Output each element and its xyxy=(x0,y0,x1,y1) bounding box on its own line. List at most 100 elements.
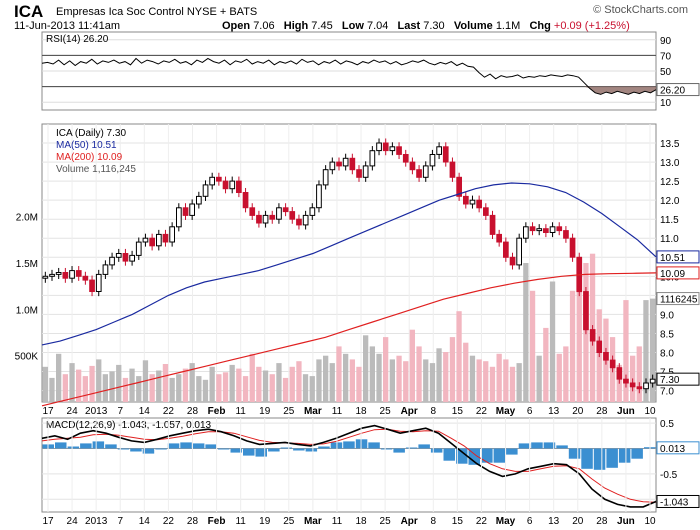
price-x-tick-label: 28 xyxy=(596,406,608,417)
candle-body xyxy=(476,199,482,209)
candle-body xyxy=(336,161,342,167)
macd-x-tick-label: 28 xyxy=(596,516,608,527)
candle-body xyxy=(222,180,229,190)
macd-x-tick-label: 22 xyxy=(476,516,488,527)
candle-body xyxy=(603,352,609,361)
candle-body xyxy=(389,146,396,152)
candle-body xyxy=(162,233,169,243)
candle-body xyxy=(269,214,276,220)
price-x-tick-label: 15 xyxy=(452,406,464,417)
macd-histogram-bar xyxy=(280,447,293,449)
macd-histogram-bar xyxy=(618,448,631,463)
price-current-value-box xyxy=(656,372,700,386)
candle-body xyxy=(422,165,429,178)
macd-current-value: -1.043 xyxy=(660,497,689,508)
volume-bar xyxy=(543,327,549,402)
macd-histogram-bar xyxy=(142,448,155,454)
chg-label: Chg xyxy=(529,20,551,32)
macd-histogram-bar xyxy=(205,444,217,449)
macd-histogram-bar xyxy=(343,441,355,449)
volume-bar xyxy=(636,346,642,402)
volume-bar xyxy=(189,363,195,402)
volume-bar xyxy=(643,300,649,402)
volume-bar xyxy=(336,346,342,402)
volume-bar xyxy=(389,359,395,402)
volume-bar xyxy=(302,374,309,402)
volume-bar xyxy=(376,353,382,402)
macd-histogram-bar xyxy=(55,442,67,449)
rsi-oversold-area xyxy=(42,86,656,95)
volume-bar xyxy=(516,363,522,402)
macd-legend-label: MACD(12,26,9) -1.043, -1.057, 0.013 xyxy=(46,420,212,431)
candle-body xyxy=(216,176,222,182)
candle-body xyxy=(329,161,336,171)
macd-histogram-bar xyxy=(268,448,280,452)
volume-tick-label: 1.0M xyxy=(16,305,38,316)
macd-x-tick-label: 17 xyxy=(42,516,54,527)
candle-body xyxy=(436,146,442,155)
candle-body xyxy=(75,270,82,277)
macd-histogram-bar xyxy=(581,448,593,469)
macd-x-tick-label: 7 xyxy=(117,516,123,527)
candle-body xyxy=(169,226,176,243)
macd-x-tick-label: 22 xyxy=(163,516,175,527)
price-x-tick-label: 17 xyxy=(42,406,54,417)
volume-bar xyxy=(463,342,469,402)
macd-histogram-bar xyxy=(305,448,318,452)
macd-histogram-bar xyxy=(192,443,205,449)
volume-bar xyxy=(509,366,516,402)
rsi-line xyxy=(41,57,657,95)
macd-hist-current-value-box xyxy=(656,441,700,455)
macd-histogram-bar xyxy=(418,444,430,449)
macd-histogram-bar xyxy=(130,448,142,452)
open-label: Open xyxy=(222,20,251,32)
candle-body xyxy=(49,273,55,277)
macd-histogram-bar xyxy=(568,448,581,459)
candle-body xyxy=(142,237,149,243)
candle-body xyxy=(483,207,489,216)
rsi-tick-label: 90 xyxy=(660,36,672,47)
volume-bar xyxy=(209,366,215,402)
candle-body xyxy=(569,237,576,258)
volume-bar xyxy=(456,311,462,402)
macd-histogram-bar xyxy=(180,442,192,449)
macd-x-tick-label: 25 xyxy=(283,516,295,527)
volume-bar xyxy=(162,364,169,402)
macd-tick-label: 0.5 xyxy=(660,419,674,430)
candle-body xyxy=(182,207,189,216)
ma50-current-value: 10.51 xyxy=(660,253,685,264)
candle-body xyxy=(382,142,389,152)
macd-x-tick-label: Feb xyxy=(208,516,226,527)
ma50-current-value-box xyxy=(656,250,700,264)
volume-bar xyxy=(496,353,502,402)
macd-hist-current-value: 0.013 xyxy=(660,444,685,455)
candle-body xyxy=(416,169,422,178)
volume-bar xyxy=(109,371,115,402)
macd-x-tick-label: Mar xyxy=(304,516,322,527)
macd-x-tick-label: 6 xyxy=(527,516,533,527)
macd-x-tick-label: Apr xyxy=(401,516,418,527)
volume-bar xyxy=(349,359,355,402)
macd-x-tick-label: 2013 xyxy=(85,516,108,527)
macd-x-tick-label: 18 xyxy=(355,516,367,527)
macd-histogram-bar xyxy=(255,448,267,457)
volume-bar xyxy=(489,366,496,402)
candle-body xyxy=(289,211,296,220)
ma200-legend-label: MA(200) 10.09 xyxy=(56,152,123,163)
volume-bar xyxy=(249,353,255,402)
volume-bar xyxy=(196,376,202,402)
volume-bar xyxy=(576,281,582,402)
macd-histogram-bar xyxy=(318,446,330,449)
candle-body xyxy=(82,275,89,281)
candle-body xyxy=(249,207,256,216)
volume-current-value: 1116245 xyxy=(660,295,698,306)
volume-bar xyxy=(329,363,335,402)
candle-body xyxy=(349,157,356,171)
volume-bar xyxy=(236,368,242,402)
volume-bar xyxy=(116,364,122,402)
candle-body xyxy=(503,241,509,258)
macd-histogram-bar xyxy=(368,442,380,449)
candle-body xyxy=(442,146,449,163)
exchange-label: NYSE + BATS xyxy=(186,6,258,18)
candle-body xyxy=(516,237,522,266)
